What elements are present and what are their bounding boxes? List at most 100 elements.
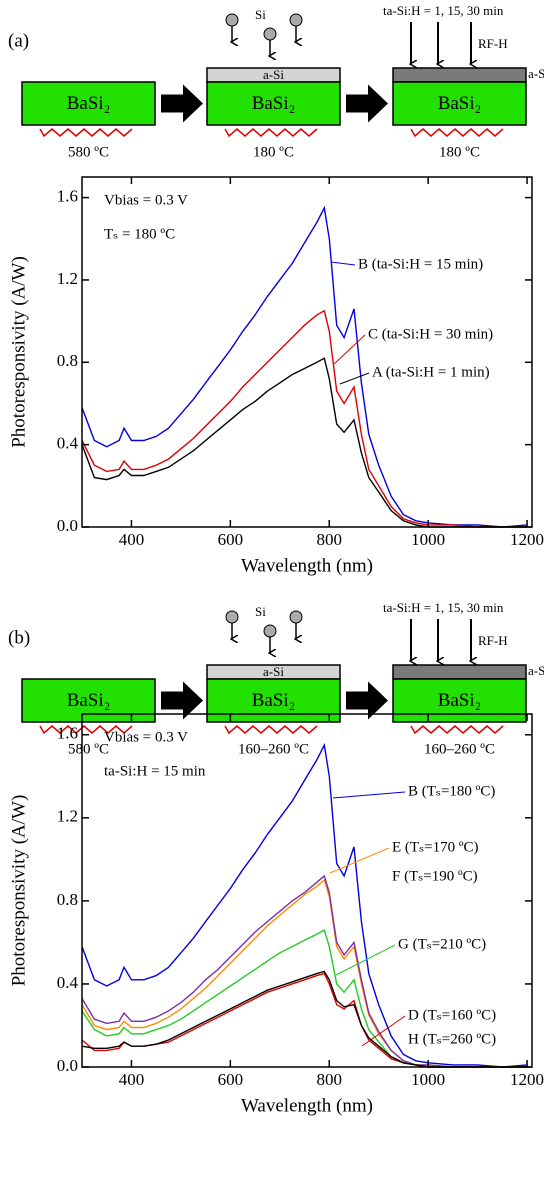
heater xyxy=(410,128,504,138)
annotation: Tₛ = 180 ºC xyxy=(104,226,175,242)
series-line xyxy=(81,357,528,528)
leader-line xyxy=(332,791,406,799)
leader-line xyxy=(339,372,370,385)
y-tick-label: 0.0 xyxy=(57,516,78,535)
y-axis-label: Photoresponsivity (A/W) xyxy=(8,795,29,987)
y-tick-label: 0.4 xyxy=(57,434,79,453)
layer xyxy=(392,664,527,680)
x-axis-label: Wavelength (nm) xyxy=(241,1095,373,1116)
y-tick-label: 0.8 xyxy=(57,351,78,370)
series-label: G (Tₛ=210 ºC) xyxy=(398,936,486,952)
panel-label: (a) xyxy=(8,30,29,51)
y-tick-label: 1.2 xyxy=(57,807,78,826)
basi2-block xyxy=(206,81,341,126)
x-tick-label: 1000 xyxy=(411,1070,445,1089)
heater xyxy=(39,128,133,138)
leader-line xyxy=(329,847,390,874)
block-label: BaSi₂ xyxy=(438,93,482,114)
si-atom xyxy=(225,13,239,27)
x-tick-label: 1200 xyxy=(510,1070,544,1089)
series-line xyxy=(81,970,528,1068)
series-label: H (Tₛ=260 ºC) xyxy=(408,1031,496,1047)
leader-line xyxy=(333,334,366,365)
si-atom xyxy=(263,27,277,41)
treatment-label: RF-H xyxy=(478,633,508,648)
layer xyxy=(392,67,527,83)
y-tick-label: 0.8 xyxy=(57,890,78,909)
block-label: BaSi₂ xyxy=(252,690,296,711)
annotation: Vbias = 0.3 V xyxy=(104,192,188,208)
temperature: 160–260 ºC xyxy=(424,741,495,757)
x-tick-label: 1200 xyxy=(510,530,544,549)
x-tick-label: 600 xyxy=(218,530,244,549)
layer-label: a-Si xyxy=(263,67,284,82)
treatment-label: RF-H xyxy=(478,36,508,51)
process-arrow xyxy=(346,84,388,123)
source-label: Si xyxy=(255,7,266,22)
temperature: 180 ºC xyxy=(439,144,480,160)
x-axis-label: Wavelength (nm) xyxy=(241,555,373,576)
heater xyxy=(224,725,318,735)
series-label: C (ta-Si:H = 30 min) xyxy=(368,326,493,342)
annotation: Vbias = 0.3 V xyxy=(104,729,188,745)
si-atom xyxy=(263,624,277,638)
block-label: BaSi₂ xyxy=(67,93,111,114)
temperature: 160–260 ºC xyxy=(238,741,309,757)
layer-label: a-Si:H xyxy=(528,66,544,81)
series-label: D (Tₛ=160 ºC) xyxy=(408,1007,496,1023)
series-line xyxy=(81,205,528,528)
source-label: Si xyxy=(255,604,266,619)
block-label: BaSi₂ xyxy=(252,93,296,114)
temperature: 580 ºC xyxy=(68,741,109,757)
annotation: ta-Si:H = 15 min xyxy=(104,763,206,779)
si-atom xyxy=(289,13,303,27)
series-line xyxy=(81,874,528,1068)
heater xyxy=(39,725,133,735)
x-tick-label: 800 xyxy=(317,1070,343,1089)
series-label: B (Tₛ=180 ºC) xyxy=(408,783,495,799)
heater xyxy=(224,128,318,138)
x-tick-label: 800 xyxy=(317,530,343,549)
plot-frame xyxy=(81,176,533,528)
basi2-block xyxy=(21,678,156,723)
plot-frame xyxy=(81,713,533,1068)
x-tick-label: 400 xyxy=(119,530,145,549)
series-label: A (ta-Si:H = 1 min) xyxy=(372,364,490,380)
series-line xyxy=(81,309,528,528)
x-tick-label: 600 xyxy=(218,1070,244,1089)
y-tick-label: 0.0 xyxy=(57,1056,78,1075)
leader-line xyxy=(361,1015,406,1047)
process-arrow xyxy=(346,681,388,720)
y-tick-label: 1.2 xyxy=(57,269,78,288)
process-arrow xyxy=(161,84,203,123)
basi2-block xyxy=(21,81,156,126)
series-label: B (ta-Si:H = 15 min) xyxy=(358,256,483,272)
time-label: ta-Si:H = 1, 15, 30 min xyxy=(383,3,504,18)
temperature: 580 ºC xyxy=(68,144,109,160)
block-label: BaSi₂ xyxy=(438,690,482,711)
time-label: ta-Si:H = 1, 15, 30 min xyxy=(383,600,504,615)
block-label: BaSi₂ xyxy=(67,690,111,711)
layer-label: a-Si xyxy=(263,664,284,679)
basi2-block xyxy=(206,678,341,723)
panel-label: (b) xyxy=(8,627,30,648)
process-arrow xyxy=(161,681,203,720)
series-label: E (Tₛ=170 ºC) xyxy=(392,839,478,855)
y-tick-label: 1.6 xyxy=(57,724,78,743)
si-atom xyxy=(289,610,303,624)
x-tick-label: 1000 xyxy=(411,530,445,549)
y-axis-label: Photoresponsivity (A/W) xyxy=(8,256,29,448)
leader-line xyxy=(335,944,396,976)
basi2-block xyxy=(392,81,527,126)
basi2-block xyxy=(392,678,527,723)
y-tick-label: 1.6 xyxy=(57,186,78,205)
series-label: F (Tₛ=190 ºC) xyxy=(392,868,478,884)
si-atom xyxy=(225,610,239,624)
leader-line xyxy=(330,261,356,266)
heater xyxy=(410,725,504,735)
layer-label: a-Si:H xyxy=(528,663,544,678)
temperature: 180 ºC xyxy=(253,144,294,160)
y-tick-label: 0.4 xyxy=(57,973,79,992)
series-line xyxy=(81,742,528,1068)
